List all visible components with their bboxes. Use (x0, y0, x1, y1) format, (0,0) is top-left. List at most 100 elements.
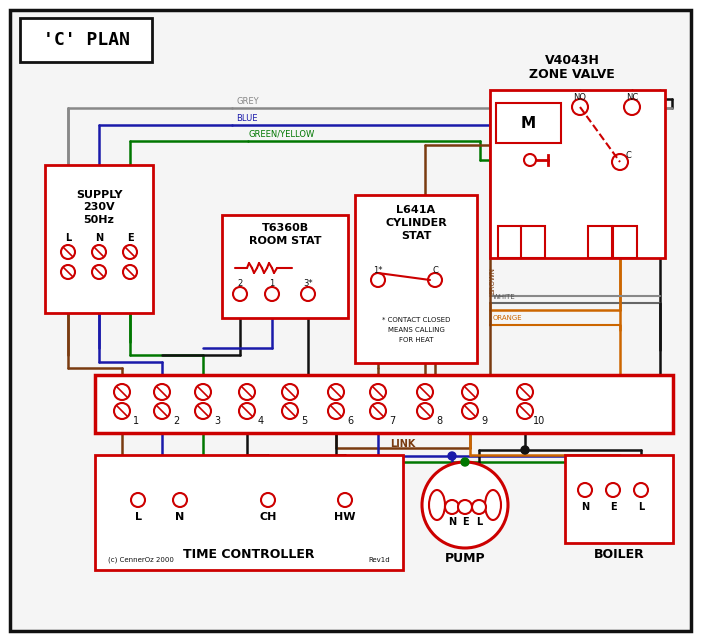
Text: L: L (476, 517, 482, 527)
Circle shape (61, 265, 75, 279)
Text: 5: 5 (301, 416, 307, 426)
Circle shape (301, 287, 315, 301)
Text: FOR HEAT: FOR HEAT (399, 337, 433, 343)
Text: 7: 7 (389, 416, 395, 426)
Text: BLUE: BLUE (236, 113, 258, 122)
Circle shape (370, 403, 386, 419)
Circle shape (123, 245, 137, 259)
Bar (496, 103, 561, 143)
Circle shape (371, 273, 385, 287)
Text: 4: 4 (258, 416, 264, 426)
Text: L: L (638, 502, 644, 512)
Text: CYLINDER: CYLINDER (385, 218, 447, 228)
Circle shape (448, 452, 456, 460)
Bar (45, 165, 153, 313)
Circle shape (445, 500, 459, 514)
Bar (521, 226, 545, 258)
Bar (95, 375, 673, 433)
Text: NC: NC (626, 92, 638, 101)
Text: 2: 2 (237, 278, 243, 288)
Circle shape (606, 483, 620, 497)
Circle shape (282, 384, 298, 400)
Circle shape (61, 245, 75, 259)
Text: 9: 9 (481, 416, 487, 426)
Circle shape (239, 384, 255, 400)
Text: V4043H: V4043H (545, 53, 600, 67)
Text: E: E (462, 517, 468, 527)
Text: E: E (126, 233, 133, 243)
Text: STAT: STAT (401, 231, 431, 241)
Bar (20, 18, 152, 62)
Circle shape (422, 462, 508, 548)
Circle shape (472, 500, 486, 514)
Circle shape (462, 403, 478, 419)
Text: 'C' PLAN: 'C' PLAN (43, 31, 129, 49)
Circle shape (233, 287, 247, 301)
Text: (c) CennerOz 2000: (c) CennerOz 2000 (108, 557, 174, 563)
Text: C: C (625, 151, 631, 160)
Circle shape (239, 403, 255, 419)
Bar (490, 90, 665, 258)
Circle shape (624, 99, 640, 115)
Circle shape (328, 403, 344, 419)
Ellipse shape (485, 490, 501, 520)
Text: N: N (176, 512, 185, 522)
Text: L641A: L641A (397, 205, 435, 215)
Text: N: N (581, 502, 589, 512)
Circle shape (123, 265, 137, 279)
Circle shape (524, 154, 536, 166)
Text: N: N (95, 233, 103, 243)
Circle shape (612, 154, 628, 170)
Circle shape (417, 384, 433, 400)
Text: 3: 3 (214, 416, 220, 426)
Text: L: L (135, 512, 142, 522)
Circle shape (328, 384, 344, 400)
Text: * CONTACT CLOSED: * CONTACT CLOSED (382, 317, 450, 323)
Text: 8: 8 (436, 416, 442, 426)
Text: CH: CH (259, 512, 277, 522)
Circle shape (521, 446, 529, 454)
Text: Rev1d: Rev1d (369, 557, 390, 563)
Bar (222, 215, 348, 318)
Circle shape (338, 493, 352, 507)
Circle shape (154, 384, 170, 400)
Text: PUMP: PUMP (444, 551, 485, 565)
Text: HW: HW (334, 512, 356, 522)
Text: C: C (432, 265, 438, 274)
Text: 3*: 3* (303, 278, 313, 288)
Text: 1: 1 (270, 278, 274, 288)
Circle shape (114, 403, 130, 419)
Text: BOILER: BOILER (594, 549, 644, 562)
Circle shape (173, 493, 187, 507)
Text: WHITE: WHITE (493, 294, 516, 300)
Text: 6: 6 (347, 416, 353, 426)
Text: ZONE VALVE: ZONE VALVE (529, 67, 615, 81)
Circle shape (634, 483, 648, 497)
Text: NO: NO (574, 92, 586, 101)
Circle shape (428, 273, 442, 287)
Circle shape (265, 287, 279, 301)
Circle shape (517, 403, 533, 419)
Text: MEANS CALLING: MEANS CALLING (388, 327, 444, 333)
Circle shape (458, 500, 472, 514)
Bar (95, 455, 403, 570)
Text: 1*: 1* (373, 265, 383, 274)
Circle shape (461, 458, 469, 466)
Text: E: E (610, 502, 616, 512)
Text: ORANGE: ORANGE (493, 315, 522, 321)
Circle shape (261, 493, 275, 507)
Circle shape (92, 245, 106, 259)
Circle shape (462, 384, 478, 400)
Circle shape (195, 384, 211, 400)
Circle shape (195, 403, 211, 419)
Text: N: N (448, 517, 456, 527)
Circle shape (578, 483, 592, 497)
Text: GREEN/YELLOW: GREEN/YELLOW (248, 129, 314, 138)
Text: 1: 1 (133, 416, 139, 426)
Text: 10: 10 (533, 416, 545, 426)
Circle shape (417, 403, 433, 419)
Circle shape (131, 493, 145, 507)
Circle shape (282, 403, 298, 419)
Text: GREY: GREY (236, 97, 258, 106)
Text: T6360B: T6360B (261, 223, 309, 233)
